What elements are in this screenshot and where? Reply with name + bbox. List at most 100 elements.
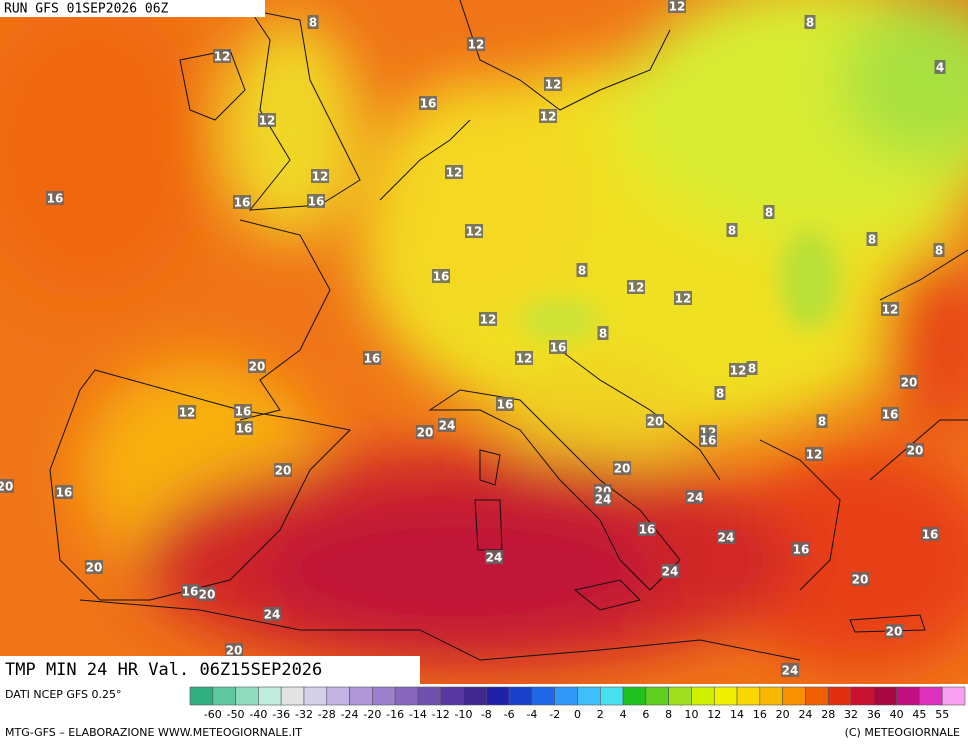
label-box	[668, 0, 686, 13]
map-label: 16	[793, 543, 810, 557]
label-box	[746, 361, 758, 375]
label-box	[416, 425, 434, 439]
label-box	[46, 191, 64, 205]
map-label: 20	[647, 415, 664, 429]
map-label: 12	[446, 166, 463, 180]
map-label: 20	[249, 360, 266, 374]
scale-label: 8	[665, 708, 672, 721]
label-box	[638, 522, 656, 536]
scale-swatch	[508, 686, 533, 706]
map-label: 16	[433, 270, 450, 284]
label-box	[729, 363, 747, 377]
scale-label: 16	[753, 708, 767, 721]
label-box	[763, 205, 775, 219]
scale-swatch	[235, 686, 259, 706]
label-box	[597, 326, 609, 340]
label-box	[485, 550, 503, 564]
scale-swatch	[280, 686, 305, 706]
scale-label: 55	[935, 708, 949, 721]
label-box	[717, 530, 735, 544]
label-box	[263, 607, 281, 621]
label-box	[594, 492, 612, 506]
scale-label: 24	[798, 708, 812, 721]
label-box	[544, 77, 562, 91]
map-label: 24	[687, 491, 704, 505]
scale-label: -20	[363, 708, 381, 721]
map-label: 16	[182, 585, 199, 599]
map-label: 8	[578, 264, 586, 278]
map-label: 12	[730, 364, 747, 378]
label-box	[445, 165, 463, 179]
scale-label: 4	[620, 708, 627, 721]
map-label: 20	[275, 464, 292, 478]
scale-label: 12	[707, 708, 721, 721]
map-label: 12	[628, 281, 645, 295]
map-label: 12	[466, 225, 483, 239]
map-label: 24	[264, 608, 281, 622]
scale-swatch	[691, 686, 715, 706]
scale-label: 2	[597, 708, 604, 721]
map-label: 16	[497, 398, 514, 412]
map-label: 16	[47, 192, 64, 206]
map-label: 16	[882, 408, 899, 422]
map-label: 16	[550, 341, 567, 355]
map-label: 20	[886, 625, 903, 639]
label-box	[496, 397, 514, 411]
scale-swatch	[645, 686, 669, 706]
label-box	[467, 37, 485, 51]
map-label: 20	[852, 573, 869, 587]
scale-swatch	[599, 686, 624, 706]
scale-label: -4	[526, 708, 537, 721]
map-label: 20	[0, 480, 13, 494]
map-label: 8	[765, 206, 773, 220]
label-box	[726, 223, 738, 237]
label-box	[627, 280, 645, 294]
scale-swatch	[668, 686, 692, 706]
label-box	[311, 169, 329, 183]
label-box	[0, 479, 14, 493]
label-box	[213, 49, 231, 63]
map-label: 12	[669, 0, 686, 14]
map-label: 16	[364, 352, 381, 366]
map-label: 12	[468, 38, 485, 52]
map-label: 16	[235, 405, 252, 419]
label-box	[714, 386, 726, 400]
label-box	[881, 407, 899, 421]
scale-label: -36	[272, 708, 290, 721]
label-box	[866, 232, 878, 246]
map-label: 8	[818, 415, 826, 429]
scale-swatch	[782, 686, 806, 706]
scale-swatch	[554, 686, 578, 706]
scale-swatch	[189, 686, 214, 706]
map-label: 16	[234, 196, 251, 210]
label-box	[881, 302, 899, 316]
scale-label: -12	[432, 708, 450, 721]
scale-swatch	[258, 686, 282, 706]
map-label: 24	[486, 551, 503, 565]
label-box	[934, 60, 946, 74]
label-box	[661, 564, 679, 578]
label-box	[933, 243, 945, 257]
scale-label: -32	[295, 708, 313, 721]
label-box	[438, 418, 456, 432]
copyright-text: (C) METEOGIORNALE	[845, 726, 960, 739]
scale-label: -8	[481, 708, 492, 721]
scale-swatch	[759, 686, 783, 706]
map-label: 8	[748, 362, 756, 376]
label-box	[805, 447, 823, 461]
label-box	[674, 291, 692, 305]
map-label: 12	[480, 313, 497, 327]
label-box	[515, 351, 533, 365]
map-label: 20	[226, 644, 243, 658]
map-label: 12	[312, 170, 329, 184]
scale-label: -28	[318, 708, 336, 721]
map-label: 16	[639, 523, 656, 537]
map-label: 12	[545, 78, 562, 92]
label-box	[781, 663, 799, 677]
map-label: 20	[86, 561, 103, 575]
map-label: 12	[806, 448, 823, 462]
